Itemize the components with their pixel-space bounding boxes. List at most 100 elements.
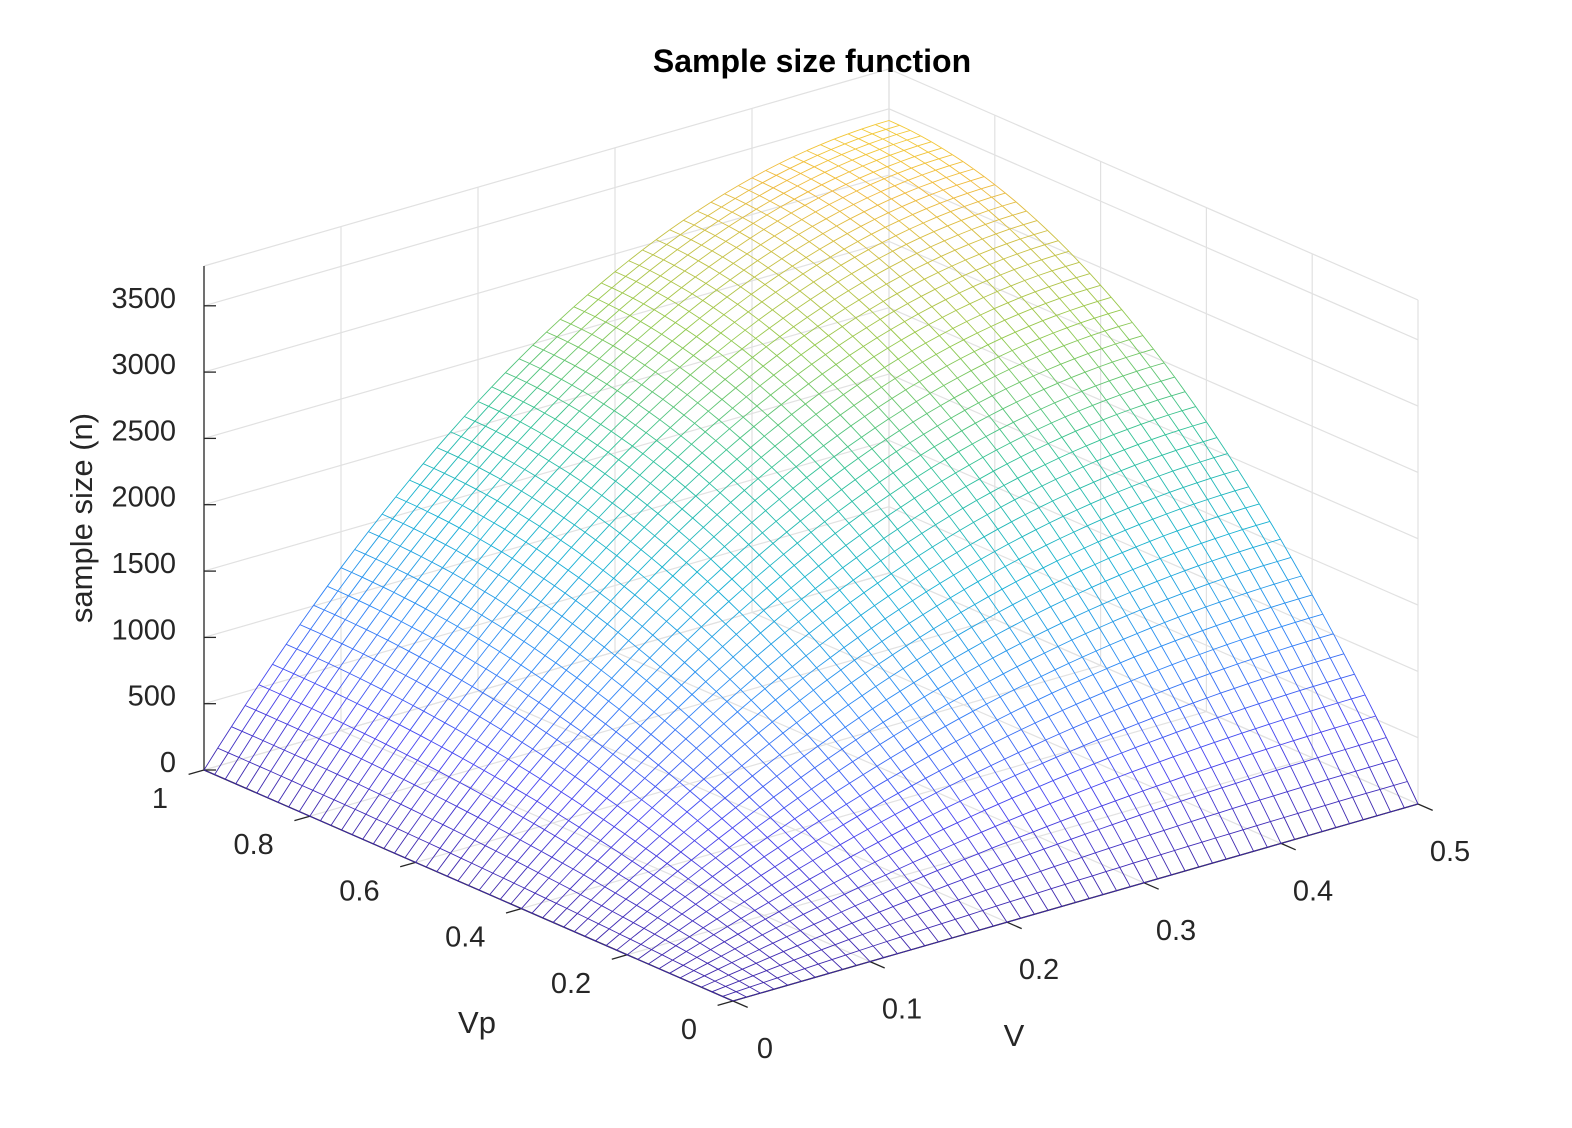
mesh-col-14-seg-29 — [607, 623, 619, 633]
mesh-col-19-seg-14 — [834, 714, 846, 728]
mesh-row-33-seg-39 — [917, 306, 933, 315]
mesh-col-1-seg-43 — [281, 775, 292, 782]
mesh-row-40-seg-41 — [871, 226, 886, 235]
mesh-col-7-seg-36 — [437, 692, 449, 699]
mesh-row-35-seg-49 — [1033, 230, 1048, 236]
mesh-row-24-seg-8 — [588, 746, 603, 762]
mesh-row-41-seg-11 — [449, 579, 464, 598]
mesh-col-5-seg-14 — [642, 867, 654, 876]
mesh-col-12-seg-20 — [674, 729, 687, 740]
mesh-row-24-seg-23 — [793, 554, 809, 566]
mesh-row-21-seg-44 — [1113, 428, 1128, 436]
mesh-col-33-seg-21 — [951, 494, 964, 509]
mesh-row-8-seg-14 — [839, 836, 855, 846]
mesh-col-9-seg-5 — [792, 904, 804, 915]
mesh-row-48-seg-17 — [457, 441, 473, 458]
mesh-row-9-seg-37 — [1144, 669, 1159, 676]
mesh-row-32-seg-47 — [1038, 270, 1053, 276]
mesh-col-4-seg-7 — [702, 927, 714, 936]
mesh-col-6-seg-3 — [772, 942, 784, 952]
mesh-row-32-seg-16 — [613, 563, 628, 579]
mesh-row-38-seg-28 — [714, 359, 729, 372]
mesh-col-28-seg-9 — [1010, 712, 1022, 730]
mesh-col-34-seg-11 — [1071, 639, 1083, 658]
mesh-col-16-seg-39 — [528, 519, 540, 527]
mesh-col-1-seg-3 — [704, 975, 716, 982]
mesh-row-29-seg-34 — [891, 389, 906, 399]
mesh-row-40-seg-45 — [926, 202, 941, 210]
mesh-row-24-seg-1 — [492, 856, 507, 874]
mesh-col-7-seg-18 — [627, 812, 639, 822]
mesh-row-38-seg-41 — [892, 243, 907, 252]
mesh-col-31-seg-36 — [765, 346, 778, 356]
mesh-row-23-seg-31 — [914, 489, 929, 499]
mesh-col-43-seg-9 — [1215, 625, 1228, 645]
mesh-row-32-seg-18 — [640, 535, 656, 550]
mesh-col-39-seg-42 — [812, 226, 824, 234]
mesh-row-43-seg-13 — [455, 533, 471, 551]
mesh-col-13-seg-29 — [593, 638, 605, 648]
mesh-col-16-seg-31 — [613, 577, 625, 587]
mesh-col-38-seg-19 — [1041, 485, 1053, 502]
mesh-row-18-seg-30 — [953, 566, 968, 576]
mesh-col-38-seg-44 — [777, 220, 789, 228]
mesh-col-29-seg-2 — [1098, 829, 1110, 849]
mesh-col-32-seg-9 — [1065, 686, 1077, 705]
mesh-row-50-seg-0 — [203, 747, 219, 771]
mesh-row-0-seg-38 — [1253, 846, 1268, 852]
mesh-row-23-seg-42 — [1064, 410, 1079, 418]
mesh-col-36-seg-8 — [1130, 680, 1142, 700]
mesh-col-10-seg-22 — [626, 739, 638, 749]
mesh-row-26-seg-29 — [854, 469, 870, 481]
mesh-row-50-seg-47 — [847, 128, 862, 135]
mesh-row-50-seg-24 — [532, 331, 547, 346]
mesh-col-16-seg-49 — [423, 463, 434, 469]
mesh-row-21-seg-26 — [866, 560, 881, 571]
mesh-col-19-seg-9 — [887, 779, 899, 794]
mesh-col-20-seg-7 — [922, 799, 934, 815]
mesh-row-37-seg-44 — [944, 234, 959, 242]
mesh-row-10-seg-47 — [1270, 602, 1285, 608]
mesh-col-12-seg-12 — [759, 806, 771, 818]
mesh-row-46-seg-32 — [684, 260, 699, 272]
mesh-col-28-seg-6 — [1042, 763, 1054, 781]
mesh-col-11-seg-26 — [597, 692, 609, 702]
mesh-col-31-seg-24 — [892, 472, 905, 486]
mesh-col-16-seg-11 — [824, 779, 837, 793]
mesh-col-7-seg-43 — [363, 653, 375, 660]
mesh-row-9-seg-20 — [911, 777, 926, 787]
mesh-row-41-seg-39 — [833, 233, 848, 242]
mesh-col-15-seg-4 — [885, 874, 897, 889]
mesh-col-3-seg-47 — [266, 714, 277, 721]
mesh-row-10-seg-19 — [887, 771, 902, 781]
mesh-col-17-seg-6 — [891, 834, 903, 849]
mesh-row-33-seg-31 — [808, 373, 823, 385]
mesh-col-7-seg-49 — [299, 624, 311, 630]
mesh-row-25-seg-49 — [1139, 348, 1154, 354]
mesh-row-23-seg-40 — [1037, 422, 1052, 430]
mesh-col-46-seg-18 — [1161, 454, 1174, 472]
mesh-row-15-seg-18 — [820, 714, 835, 725]
mesh-row-47-seg-13 — [413, 511, 428, 529]
mesh-row-20-seg-14 — [712, 701, 728, 715]
mesh-row-18-seg-9 — [665, 781, 680, 796]
mesh-col-10-seg-16 — [689, 790, 701, 801]
mesh-col-29-seg-36 — [738, 367, 750, 378]
mesh-row-17-seg-37 — [1059, 531, 1074, 539]
mesh-col-30-seg-48 — [625, 275, 637, 282]
mesh-row-1-seg-15 — [927, 923, 942, 929]
mesh-row-14-seg-36 — [1077, 586, 1092, 595]
mesh-col-15-seg-48 — [419, 484, 431, 491]
mesh-col-40-seg-20 — [1058, 457, 1070, 474]
mesh-col-41-seg-21 — [1061, 437, 1073, 453]
mesh-row-20-seg-43 — [1110, 449, 1125, 456]
mesh-row-21-seg-11 — [661, 729, 676, 744]
mesh-col-12-seg-13 — [748, 796, 761, 808]
mesh-col-35-seg-31 — [873, 356, 885, 368]
mesh-col-40-seg-0 — [1269, 821, 1282, 844]
mesh-col-36-seg-40 — [792, 265, 804, 275]
mesh-col-1-seg-9 — [640, 943, 652, 951]
mesh-col-41-seg-3 — [1251, 753, 1264, 775]
mesh-row-4-seg-37 — [1197, 766, 1212, 773]
mesh-row-20-seg-34 — [986, 506, 1002, 515]
